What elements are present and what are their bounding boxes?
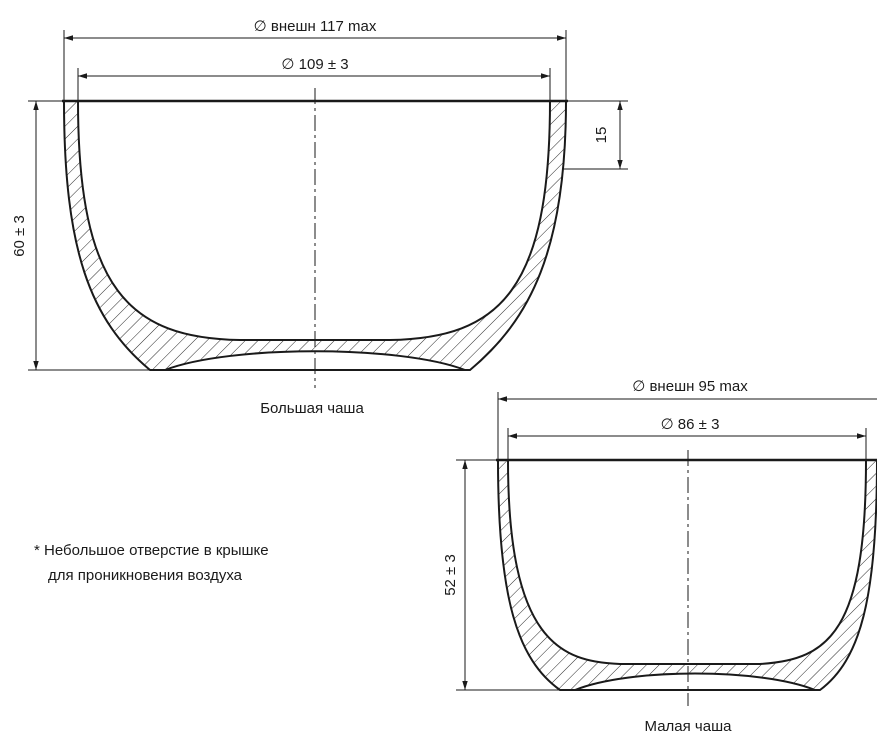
large-bowl-outer-diameter-label: ∅ внешн 117 max [254, 18, 377, 35]
small-bowl-outer-diameter-label: ∅ внешн 95 max [632, 378, 748, 395]
large-bowl-caption: Большая чаша [260, 400, 364, 417]
footnote-line-2: для проникновения воздуха [48, 567, 243, 584]
small-bowl-caption: Малая чаша [645, 718, 733, 735]
small-bowl-inner-diameter-label: ∅ 86 ± 3 [661, 416, 720, 433]
large-bowl-wall-section [62, 100, 568, 371]
small-bowl-height-label: 52 ± 3 [442, 554, 459, 596]
footnote: * Небольшое отверстие в крышке для прони… [34, 542, 269, 584]
large-bowl-inner-diameter-label: ∅ 109 ± 3 [281, 56, 348, 73]
small-bowl-bottom-curve [574, 672, 816, 691]
large-bowl-rim-depth-label: 15 [593, 127, 610, 144]
large-bowl: ∅ внешн 117 max ∅ 109 ± 3 60 ± 3 15 Боль… [11, 18, 628, 417]
small-bowl: ∅ внешн 95 max ∅ 86 ± 3 52 ± 3 Малая чаш… [442, 378, 877, 735]
footnote-line-1: * Небольшое отверстие в крышке [34, 542, 269, 559]
large-bowl-height-label: 60 ± 3 [11, 215, 28, 257]
small-bowl-wall-section [496, 459, 877, 691]
